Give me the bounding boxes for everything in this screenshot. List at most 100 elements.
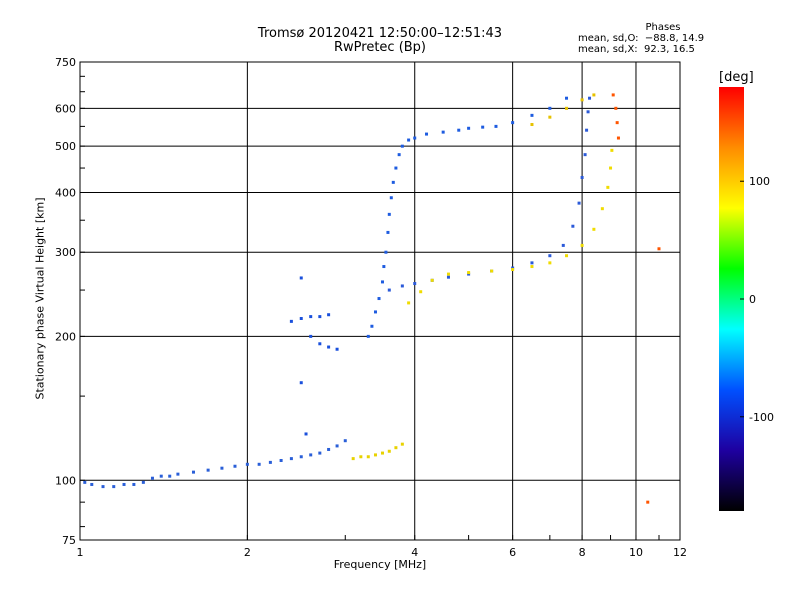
- data-point: [233, 464, 237, 468]
- colorbar-tick-label: 100: [749, 175, 770, 188]
- y-tick-label: 100: [55, 474, 76, 487]
- grid-lines: [80, 62, 680, 540]
- y-tick-label: 300: [55, 246, 76, 259]
- data-point: [83, 480, 87, 484]
- data-point: [318, 315, 322, 319]
- data-point: [592, 93, 596, 97]
- data-point: [112, 485, 116, 489]
- data-point: [577, 201, 581, 205]
- data-point: [141, 480, 145, 484]
- phase-stats-x: mean, sd,X: 92.3, 16.5: [578, 44, 695, 55]
- data-point: [400, 144, 404, 148]
- data-point: [359, 455, 363, 459]
- data-point: [191, 470, 195, 474]
- data-point: [101, 485, 105, 489]
- data-point: [430, 278, 434, 282]
- plot-frame: [79, 61, 681, 541]
- data-point: [425, 132, 429, 136]
- colorbar: [719, 87, 744, 511]
- data-point: [299, 316, 303, 320]
- phase-stats: Phases mean, sd,O: −88.8, 14.9 mean, sd,…: [578, 22, 748, 55]
- data-point: [588, 96, 592, 100]
- x-axis-label: Frequency [MHz]: [333, 558, 427, 571]
- colorbar-tick-label: 0: [749, 293, 756, 306]
- data-point: [380, 280, 384, 284]
- data-point: [585, 128, 589, 132]
- data-point: [467, 271, 471, 275]
- data-point: [606, 185, 610, 189]
- data-point: [318, 342, 322, 346]
- data-point: [387, 449, 391, 453]
- data-point: [530, 265, 534, 269]
- data-point: [168, 474, 172, 478]
- data-point: [289, 457, 293, 461]
- data-point: [90, 482, 94, 486]
- y-tick-label: 750: [55, 56, 76, 69]
- data-point: [646, 500, 650, 504]
- y-axis-label: Stationary phase Virtual Height [km]: [33, 197, 47, 400]
- phase-stats-o: mean, sd,O: −88.8, 14.9: [578, 33, 705, 44]
- colorbar-label: [deg]: [719, 70, 754, 85]
- data-point: [387, 212, 391, 216]
- data-point: [299, 455, 303, 459]
- x-tick-label: 8: [579, 546, 586, 559]
- data-point: [309, 334, 313, 338]
- data-point: [382, 265, 386, 269]
- data-point: [394, 446, 398, 450]
- data-point: [530, 123, 534, 127]
- data-point: [407, 301, 411, 305]
- x-tick-label: 12: [673, 546, 687, 559]
- data-point: [441, 130, 445, 134]
- data-point: [615, 121, 619, 125]
- x-tick-label: 1: [77, 546, 84, 559]
- data-point: [299, 276, 303, 280]
- data-point: [565, 106, 569, 110]
- data-point: [366, 334, 370, 338]
- data-point: [304, 432, 308, 436]
- x-tick-label: 4: [411, 546, 418, 559]
- data-point: [413, 136, 417, 140]
- data-point: [366, 455, 370, 459]
- data-point: [299, 381, 303, 385]
- data-point: [384, 250, 388, 254]
- data-point: [580, 98, 584, 102]
- data-point: [413, 282, 417, 286]
- data-point: [481, 125, 485, 129]
- data-point: [548, 115, 552, 119]
- data-point: [583, 153, 587, 157]
- data-point: [490, 269, 494, 273]
- data-point: [580, 243, 584, 247]
- colorbar-ticks: 100 0 -100: [740, 175, 774, 424]
- data-point: [335, 347, 339, 351]
- data-point: [610, 148, 614, 152]
- data-point: [565, 96, 569, 100]
- y-tick-label: 500: [55, 140, 76, 153]
- y-tick-label: 75: [62, 534, 76, 547]
- data-point: [343, 439, 347, 443]
- data-point: [407, 138, 411, 142]
- data-point: [530, 113, 534, 117]
- y-tick-label: 400: [55, 186, 76, 199]
- x-tick-label: 10: [629, 546, 643, 559]
- data-point: [373, 453, 377, 457]
- data-point: [494, 124, 498, 128]
- data-point: [268, 460, 272, 464]
- y-tick-label: 600: [55, 102, 76, 115]
- data-point: [467, 272, 471, 276]
- colorbar-tick-label: -100: [749, 411, 774, 424]
- data-point: [657, 247, 661, 251]
- data-point: [530, 261, 534, 265]
- x-tick-label: 2: [244, 546, 251, 559]
- y-tick-label: 200: [55, 330, 76, 343]
- data-point: [245, 462, 249, 466]
- data-point: [389, 196, 393, 200]
- data-point: [380, 451, 384, 455]
- data-point: [318, 451, 322, 455]
- data-point: [561, 243, 565, 247]
- data-point: [400, 442, 404, 446]
- chart-subtitle: RwPretec (Bp): [333, 40, 427, 55]
- data-point: [571, 224, 575, 228]
- data-point: [446, 272, 450, 276]
